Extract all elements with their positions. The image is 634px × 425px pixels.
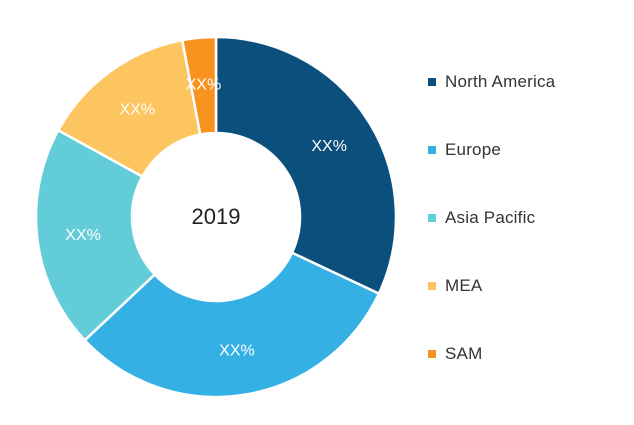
legend-label: SAM <box>445 344 483 363</box>
donut-slice-labels: XX% XX% XX% XX% XX% <box>65 77 347 360</box>
donut-slices <box>34 35 398 399</box>
center-year-label: 2019 <box>192 204 241 229</box>
legend-label: Asia Pacific <box>445 208 536 227</box>
legend-label: Europe <box>445 140 502 159</box>
legend-item-north-america: North America <box>428 70 555 94</box>
slice-label-europe: XX% <box>219 342 255 359</box>
donut-slice-europe <box>83 251 381 399</box>
legend-label: MEA <box>445 276 483 295</box>
legend-item-asia-pacific: Asia Pacific <box>428 206 555 230</box>
slice-label-asia-pacific: XX% <box>65 227 101 244</box>
legend-item-europe: Europe <box>428 138 555 162</box>
donut-slice-sam <box>180 35 218 136</box>
legend-item-sam: SAM <box>428 342 555 366</box>
legend-swatch <box>428 282 436 290</box>
legend-swatch <box>428 146 436 154</box>
legend-swatch <box>428 78 436 86</box>
legend-item-mea: MEA <box>428 274 555 298</box>
donut-slice-north-america <box>214 35 398 296</box>
donut-slice-asia-pacific <box>34 128 157 342</box>
slice-label-sam: XX% <box>186 77 222 94</box>
legend-label: North America <box>445 72 556 91</box>
legend-swatch <box>428 350 436 358</box>
slice-label-mea: XX% <box>119 102 155 119</box>
chart-legend: North America Europe Asia Pacific MEA SAM <box>428 70 555 410</box>
legend-swatch <box>428 214 436 222</box>
donut-slice-mea <box>56 38 202 179</box>
slice-label-north-america: XX% <box>311 138 347 155</box>
